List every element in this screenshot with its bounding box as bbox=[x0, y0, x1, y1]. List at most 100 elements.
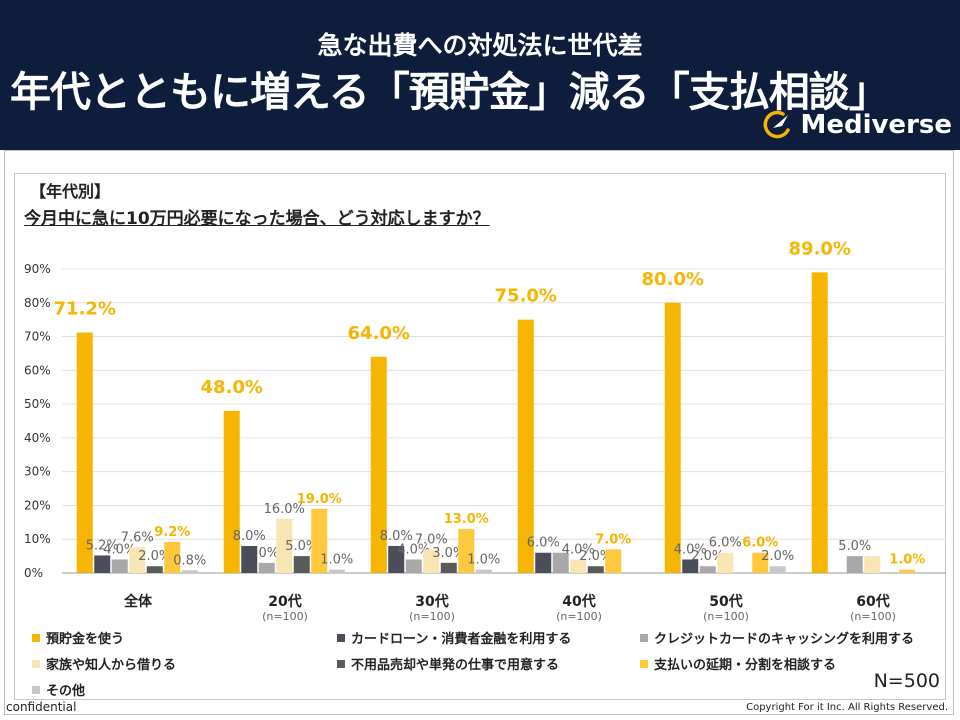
data-label: 5.0% bbox=[838, 539, 871, 554]
data-label: 8.0% bbox=[380, 529, 413, 544]
page-subtitle: 急な出費への対処法に世代差 bbox=[317, 31, 643, 60]
bar bbox=[699, 566, 716, 573]
bar bbox=[458, 529, 475, 573]
data-label: 2.0% bbox=[761, 549, 794, 564]
data-label: 7.0% bbox=[595, 532, 631, 547]
data-label: 71.2% bbox=[54, 299, 116, 320]
bar bbox=[587, 566, 604, 573]
x-tick-label: 40代 bbox=[562, 593, 595, 610]
legend-swatch bbox=[640, 633, 648, 642]
legend-label: 家族や知人から借りる bbox=[46, 658, 177, 673]
legend-swatch bbox=[32, 685, 40, 694]
data-label: .0% bbox=[254, 546, 279, 561]
x-tick-label: 全体 bbox=[123, 593, 153, 610]
x-tick-label: 20代 bbox=[268, 593, 301, 610]
bar bbox=[423, 549, 440, 573]
data-label: 13.0% bbox=[444, 512, 489, 527]
y-tick-label: 30% bbox=[24, 465, 51, 479]
y-tick-label: 0% bbox=[24, 566, 43, 580]
footer-copyright: Copyright For it Inc. All Rights Reserve… bbox=[746, 702, 948, 713]
bar bbox=[388, 545, 405, 573]
chart-panel bbox=[14, 173, 946, 700]
legend-label: 不用品売却や単発の仕事で用意する bbox=[351, 658, 560, 673]
bar bbox=[405, 559, 422, 573]
legend-swatch bbox=[337, 659, 345, 668]
data-label: 0.8% bbox=[173, 553, 206, 568]
x-tick-label: 50代 bbox=[709, 593, 742, 610]
data-label: 8.0% bbox=[233, 529, 266, 544]
data-label: 6.0% bbox=[742, 536, 778, 551]
data-label: 9.2% bbox=[154, 525, 190, 540]
data-label: 64.0% bbox=[348, 323, 410, 344]
question-text: 今月中に急に10万円必要になった場合、どう対応しますか？ bbox=[24, 209, 490, 229]
legend-item: カードローン・消費者金融を利用する bbox=[337, 628, 571, 647]
bar bbox=[223, 410, 240, 573]
data-label: 75.0% bbox=[495, 286, 557, 307]
legend-label: 預貯金を使う bbox=[46, 632, 125, 647]
data-label: 4.0% bbox=[674, 542, 707, 557]
brand-name: Mediverse bbox=[800, 110, 952, 140]
x-tick-sublabel: (n=100) bbox=[556, 610, 602, 623]
data-label: 4.0% bbox=[562, 542, 595, 557]
bar bbox=[293, 556, 310, 573]
bar bbox=[258, 562, 275, 573]
data-label: 19.0% bbox=[297, 492, 342, 507]
data-label: 1.0% bbox=[467, 553, 500, 568]
data-label: 3.0% bbox=[432, 546, 465, 561]
legend-item: 家族や知人から借りる bbox=[32, 654, 176, 673]
bar bbox=[440, 562, 457, 573]
data-label: 7.0% bbox=[415, 532, 448, 547]
bar bbox=[241, 545, 258, 573]
bar bbox=[370, 356, 387, 573]
bar bbox=[682, 559, 699, 573]
y-tick-label: 90% bbox=[24, 262, 51, 276]
data-label: 5.2% bbox=[86, 538, 119, 553]
bar bbox=[517, 319, 534, 573]
legend-item: クレジットカードのキャッシングを利用する bbox=[640, 628, 914, 647]
bar bbox=[146, 566, 163, 573]
data-label: 1.0% bbox=[320, 553, 353, 568]
bar bbox=[164, 541, 181, 573]
question-tag: 【年代別】 bbox=[30, 182, 111, 201]
data-label: 48.0% bbox=[201, 377, 263, 398]
bar bbox=[311, 508, 328, 573]
legend-swatch bbox=[337, 633, 345, 642]
footer-confidential: confidential bbox=[6, 700, 77, 714]
x-tick-sublabel: (n=100) bbox=[409, 610, 455, 623]
data-label: 4.0% bbox=[103, 542, 136, 557]
x-tick-label: 30代 bbox=[415, 593, 448, 610]
page-title: 年代とともに増える「預貯金」減る「支払相談」 bbox=[10, 68, 890, 116]
legend-item: 不用品売却や単発の仕事で用意する bbox=[337, 654, 559, 673]
bar bbox=[846, 556, 863, 573]
data-label: 2.0% bbox=[138, 549, 171, 564]
total-sample-size: N=500 bbox=[873, 670, 940, 692]
legend-swatch bbox=[32, 633, 40, 642]
legend-label: カードローン・消費者金融を利用する bbox=[351, 632, 572, 647]
bar bbox=[535, 552, 552, 573]
legend-label: クレジットカードのキャッシングを利用する bbox=[654, 632, 915, 647]
y-tick-label: 10% bbox=[24, 532, 51, 546]
bar bbox=[276, 518, 293, 573]
bar bbox=[769, 566, 786, 573]
content-frame bbox=[4, 150, 954, 715]
bar bbox=[717, 552, 734, 573]
legend-item: 預貯金を使う bbox=[32, 628, 124, 647]
data-label: 6.0% bbox=[527, 536, 560, 551]
y-tick-label: 70% bbox=[24, 330, 51, 344]
data-label: 6.0% bbox=[709, 536, 742, 551]
legend-label: その他 bbox=[46, 684, 86, 699]
bar bbox=[752, 552, 769, 573]
x-tick-label: 60代 bbox=[856, 593, 889, 610]
bar bbox=[328, 569, 345, 573]
data-label: 5.0% bbox=[285, 539, 318, 554]
bar bbox=[552, 552, 569, 573]
data-label: 89.0% bbox=[789, 238, 851, 259]
data-label: 80.0% bbox=[642, 269, 704, 290]
bar bbox=[111, 559, 128, 573]
bar bbox=[811, 272, 828, 573]
legend-item: その他 bbox=[32, 680, 85, 699]
y-tick-label: 80% bbox=[24, 296, 51, 310]
bar bbox=[570, 559, 587, 573]
bar bbox=[864, 556, 881, 573]
legend-swatch bbox=[32, 659, 40, 668]
